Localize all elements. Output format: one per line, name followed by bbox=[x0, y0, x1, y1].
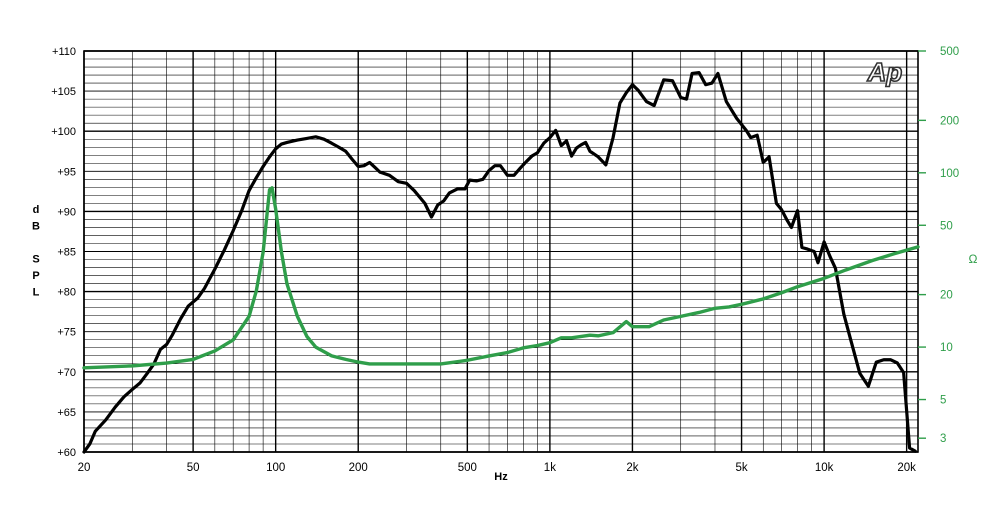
y-tick-label: +75 bbox=[57, 327, 76, 339]
y-tick-label: +105 bbox=[51, 86, 76, 98]
y-right-tick-label: 500 bbox=[940, 46, 959, 58]
y-tick-label: +100 bbox=[51, 126, 76, 138]
x-tick-label: 20 bbox=[78, 462, 91, 474]
y-tick-label: +85 bbox=[57, 247, 76, 259]
x-tick-label: 50 bbox=[187, 462, 200, 474]
y-tick-label: +90 bbox=[57, 206, 76, 218]
y-right-tick-label: 100 bbox=[940, 168, 959, 180]
y-axis-label-letter: B bbox=[32, 221, 40, 233]
ap-logo: Ap bbox=[867, 57, 903, 87]
x-tick-label: 500 bbox=[458, 462, 477, 474]
y-tick-label: +60 bbox=[57, 447, 76, 459]
y-tick-label: +80 bbox=[57, 287, 76, 299]
x-tick-label: 100 bbox=[266, 462, 285, 474]
y-right-tick-label: 3 bbox=[940, 433, 946, 445]
y-right-axis-label: Ω bbox=[969, 252, 978, 266]
x-tick-label: 10k bbox=[815, 462, 834, 474]
impedance-series-line bbox=[82, 186, 920, 370]
y-tick-label: +95 bbox=[57, 166, 76, 178]
x-axis-label: Hz bbox=[494, 471, 508, 483]
y-right-tick-label: 5 bbox=[940, 395, 946, 407]
y-tick-label: +110 bbox=[52, 46, 76, 58]
grid-lines bbox=[83, 50, 918, 453]
y-right-tick-label: 200 bbox=[940, 115, 959, 127]
plot-frame bbox=[83, 50, 919, 453]
x-tick-label: 20k bbox=[897, 462, 916, 474]
y-axis-label-letter: d bbox=[33, 204, 40, 216]
y-axis-label-letter: P bbox=[32, 270, 39, 282]
x-tick-label: 5k bbox=[735, 462, 747, 474]
spl-series-line bbox=[82, 71, 917, 454]
y-right-tick-label: 10 bbox=[940, 342, 953, 354]
y-tick-label: +70 bbox=[57, 367, 76, 379]
y-axis-label-letter: S bbox=[32, 254, 39, 266]
x-tick-label: 200 bbox=[349, 462, 368, 474]
y-right-tick-label: 20 bbox=[940, 290, 953, 302]
y-axis-label-letter: L bbox=[33, 287, 40, 299]
y-tick-label: +65 bbox=[57, 407, 76, 419]
y-right-tick-label: 50 bbox=[940, 220, 953, 232]
x-tick-label: 1k bbox=[544, 462, 556, 474]
x-tick-label: 2k bbox=[626, 462, 638, 474]
